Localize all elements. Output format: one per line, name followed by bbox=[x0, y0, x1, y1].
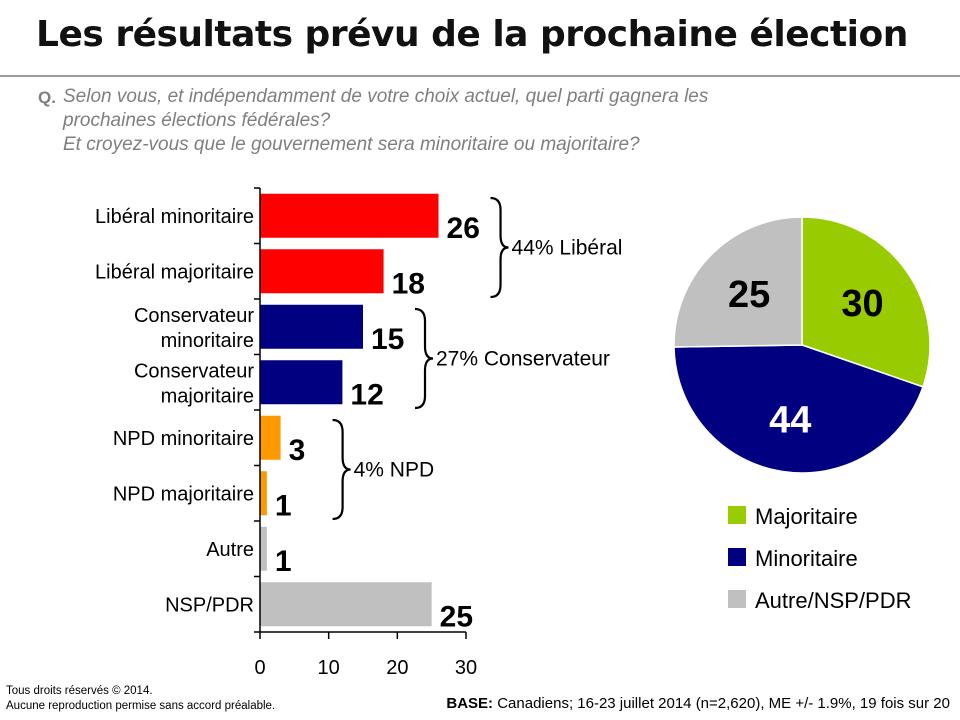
bar bbox=[260, 304, 363, 349]
group-label: 4% NPD bbox=[354, 459, 435, 482]
category-label: NPD minoritaire bbox=[113, 428, 254, 450]
title-divider bbox=[0, 75, 960, 77]
x-tick-label: 20 bbox=[386, 657, 408, 679]
bar bbox=[260, 249, 384, 294]
pie-slice-label: 25 bbox=[728, 274, 770, 316]
question-label: Q. bbox=[38, 88, 56, 107]
base-label: BASE: bbox=[446, 695, 494, 712]
copyright-line: Aucune reproduction permise sans accord … bbox=[6, 700, 276, 712]
question-text: Selon vous, et indépendamment de votre c… bbox=[63, 85, 923, 157]
data-label: 25 bbox=[440, 600, 473, 633]
data-label: 15 bbox=[371, 323, 404, 356]
copyright-notice: Tous droits réservés © 2014. Aucune repr… bbox=[6, 684, 275, 714]
category-label: Conservateur minoritaire bbox=[134, 305, 254, 352]
x-tick-label: 10 bbox=[318, 657, 340, 679]
data-label: 18 bbox=[392, 267, 425, 300]
question-line: Et croyez-vous que le gouvernement sera … bbox=[63, 134, 640, 155]
category-label: NSP/PDR bbox=[165, 594, 254, 616]
base-text: Canadiens; 16-23 juillet 2014 (n=2,620),… bbox=[497, 695, 950, 712]
x-tick-label: 0 bbox=[254, 657, 265, 679]
x-tick-label: 30 bbox=[455, 657, 477, 679]
legend-label: Autre/NSP/PDR bbox=[755, 588, 912, 613]
page-title: Les résultats prévu de la prochaine élec… bbox=[36, 14, 908, 55]
question-line: prochaines élections fédérales? bbox=[63, 110, 331, 131]
legend-swatch bbox=[728, 506, 746, 524]
category-label: NPD majoritaire bbox=[113, 483, 254, 505]
group-label: 44% Libéral bbox=[512, 237, 623, 260]
group-bracket bbox=[332, 418, 351, 521]
pie-slice bbox=[673, 216, 803, 348]
data-label: 1 bbox=[275, 545, 292, 578]
bar bbox=[260, 582, 432, 627]
question-line: Selon vous, et indépendamment de votre c… bbox=[63, 86, 709, 107]
data-label: 26 bbox=[447, 212, 480, 245]
legend-swatch bbox=[728, 548, 746, 566]
base-note: BASE: Canadiens; 16-23 juillet 2014 (n=2… bbox=[446, 695, 950, 712]
data-label: 12 bbox=[350, 378, 383, 411]
legend-label: Majoritaire bbox=[755, 504, 858, 529]
data-label: 3 bbox=[289, 434, 306, 467]
group-bracket bbox=[490, 196, 509, 299]
pie-slice bbox=[801, 216, 931, 388]
category-label: Libéral majoritaire bbox=[95, 261, 254, 283]
data-label: 1 bbox=[275, 489, 292, 522]
legend-label: Minoritaire bbox=[755, 546, 858, 571]
category-label: Conservateur majoritaire bbox=[134, 360, 254, 407]
bar bbox=[260, 415, 281, 460]
pie-slice-label: 44 bbox=[769, 399, 811, 441]
category-label: Autre bbox=[206, 539, 254, 561]
group-label: 27% Conservateur bbox=[436, 348, 610, 371]
copyright-line: Tous droits réservés © 2014. bbox=[6, 685, 153, 697]
legend-swatch bbox=[728, 590, 746, 608]
bar bbox=[260, 526, 267, 571]
category-label: Libéral minoritaire bbox=[95, 206, 254, 228]
bar bbox=[260, 471, 267, 516]
bar bbox=[260, 193, 439, 238]
pie-slice-label: 30 bbox=[841, 283, 883, 325]
bar bbox=[260, 360, 343, 405]
group-bracket bbox=[414, 307, 434, 410]
pie-slice bbox=[673, 344, 924, 474]
